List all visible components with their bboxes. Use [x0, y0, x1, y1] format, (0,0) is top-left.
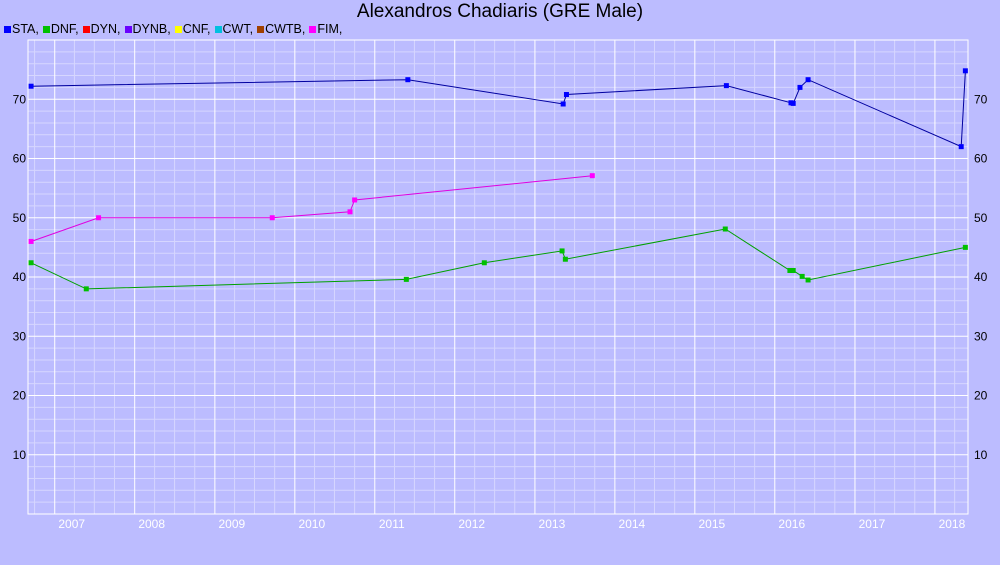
legend-swatch — [4, 25, 11, 33]
x-tick-label: 2018 — [939, 517, 966, 531]
legend-label: DYNB, — [132, 22, 171, 36]
x-tick-label: 2011 — [379, 517, 405, 531]
data-point-fim — [96, 215, 102, 221]
legend-item: CWTB, — [257, 22, 305, 36]
data-point-fim — [28, 238, 34, 244]
data-point-sta — [563, 92, 569, 98]
data-point-fim — [352, 197, 358, 203]
legend-item: CNF, — [174, 22, 211, 36]
legend: STA, DNF, DYN, DYNB, CNF, CWT, CWTB, FIM, — [4, 21, 346, 37]
legend-label: DYN, — [90, 22, 121, 36]
legend-swatch — [42, 25, 50, 33]
data-point-dnf — [481, 260, 487, 266]
legend-label: STA, — [12, 22, 39, 36]
data-point-dnf — [799, 273, 805, 279]
data-point-sta — [805, 77, 811, 83]
y-tick-label-left: 10 — [13, 448, 27, 462]
legend-label: CWTB, — [265, 22, 306, 36]
data-point-dnf — [562, 256, 568, 262]
x-tick-label: 2008 — [138, 517, 165, 531]
y-tick-label-left: 50 — [13, 211, 27, 225]
x-tick-label: 2015 — [698, 517, 725, 531]
legend-label: CNF, — [182, 22, 211, 36]
y-tick-label-right: 20 — [974, 389, 988, 403]
x-tick-label: 2013 — [539, 517, 566, 531]
data-point-dnf — [403, 276, 409, 282]
plot-border — [27, 39, 969, 515]
legend-swatch — [124, 25, 132, 33]
data-point-fim — [269, 215, 275, 221]
legend-item: STA, — [4, 22, 39, 36]
y-tick-label-right: 60 — [974, 152, 988, 166]
y-tick-label-right: 10 — [974, 448, 988, 462]
y-tick-label-right: 50 — [974, 211, 988, 225]
legend-label: FIM, — [317, 22, 343, 36]
data-point-dnf — [805, 277, 811, 283]
y-tick-label-left: 40 — [13, 270, 27, 284]
y-tick-label-right: 30 — [974, 329, 988, 343]
data-point-dnf — [962, 244, 968, 250]
legend-item: DYN, — [82, 22, 121, 36]
x-tick-label: 2009 — [219, 517, 246, 531]
y-tick-label-left: 60 — [13, 152, 27, 166]
series-line-fim — [30, 175, 593, 242]
legend-item: FIM, — [309, 22, 342, 36]
x-tick-label: 2017 — [859, 517, 886, 531]
legend-item: CWT, — [214, 22, 254, 36]
data-point-dnf — [790, 267, 796, 273]
x-tick-label: 2010 — [298, 517, 325, 531]
legend-item: DYNB, — [124, 22, 171, 36]
y-tick-label-right: 70 — [974, 92, 988, 106]
data-point-sta — [797, 84, 803, 90]
x-tick-label: 2016 — [778, 517, 805, 531]
legend-swatch — [82, 25, 90, 33]
data-point-dnf — [722, 226, 728, 232]
legend-swatch — [309, 25, 317, 33]
legend-swatch — [174, 25, 182, 33]
legend-item: DNF, — [42, 22, 79, 36]
legend-label: DNF, — [50, 22, 79, 36]
chart-title: Alexandros Chadiaris (GRE Male) — [356, 1, 644, 22]
data-point-dnf — [559, 248, 565, 254]
data-point-fim — [589, 173, 595, 179]
legend-swatch — [257, 25, 265, 33]
data-point-sta — [958, 144, 964, 150]
data-point-dnf — [83, 286, 89, 292]
series-line-dnf — [30, 228, 966, 290]
data-point-sta — [962, 68, 968, 74]
y-tick-label-left: 70 — [13, 92, 27, 106]
legend-swatch — [214, 25, 222, 33]
y-tick-label-right: 40 — [974, 270, 988, 284]
data-point-sta — [560, 101, 566, 107]
legend-label: CWT, — [222, 22, 254, 36]
data-point-dnf — [28, 260, 34, 266]
x-tick-label: 2014 — [619, 517, 646, 531]
data-point-dnf — [787, 267, 793, 273]
data-point-sta — [28, 83, 34, 89]
data-point-sta — [723, 83, 729, 89]
y-tick-label-left: 30 — [13, 329, 27, 343]
data-point-sta — [405, 77, 411, 83]
data-point-fim — [347, 209, 353, 215]
x-tick-label: 2007 — [58, 517, 85, 531]
x-tick-label: 2012 — [458, 517, 485, 531]
data-point-sta — [790, 100, 796, 106]
y-tick-label-left: 20 — [13, 389, 27, 403]
